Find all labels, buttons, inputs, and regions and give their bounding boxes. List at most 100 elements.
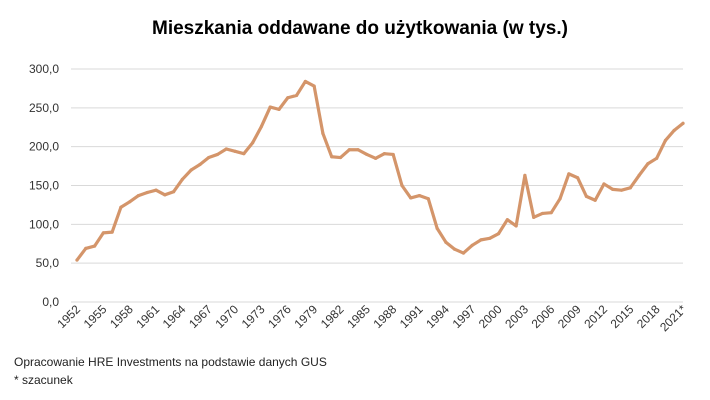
data-point: [593, 198, 597, 202]
data-point: [374, 156, 378, 160]
x-tick-label: 1976: [265, 302, 294, 331]
data-point: [136, 194, 141, 198]
data-point: [294, 93, 299, 98]
y-tick-label: 150,0: [29, 179, 59, 193]
data-point: [84, 246, 88, 251]
data-point: [365, 152, 369, 157]
data-point: [523, 173, 527, 177]
data-point: [163, 193, 167, 197]
data-point: [233, 149, 237, 153]
data-point: [321, 131, 325, 136]
y-tick-label: 300,0: [29, 62, 59, 76]
data-point: [461, 251, 466, 255]
data-point: [303, 79, 307, 84]
data-point: [567, 172, 571, 176]
data-point: [207, 155, 211, 160]
data-point: [663, 138, 668, 143]
y-tick-label: 250,0: [29, 101, 59, 115]
x-tick-label: 1970: [212, 302, 241, 331]
data-point: [338, 155, 343, 160]
data-point: [611, 187, 615, 191]
data-point: [488, 236, 492, 240]
x-tick-label: 2009: [555, 302, 584, 331]
data-point: [180, 177, 184, 181]
data-point: [444, 240, 448, 244]
x-tick-label: 1964: [160, 302, 189, 331]
x-tick-label: 2006: [529, 302, 558, 331]
data-point: [532, 215, 536, 219]
data-point: [417, 194, 422, 198]
data-point: [268, 105, 272, 109]
y-tick-label: 0,0: [42, 295, 59, 309]
data-point: [356, 148, 360, 152]
series-layer: [75, 79, 685, 262]
x-tick-label: 2015: [608, 302, 637, 331]
x-tick-label: 1997: [450, 302, 479, 331]
data-point: [619, 188, 624, 192]
data-point: [330, 155, 334, 159]
data-point: [549, 211, 553, 215]
data-point: [496, 232, 501, 236]
x-tick-label: 2021*: [657, 302, 689, 334]
data-point: [277, 107, 281, 111]
y-tick-label: 200,0: [29, 140, 59, 154]
data-point: [382, 152, 386, 156]
data-point: [286, 96, 290, 100]
estimate-footnote: * szacunek: [14, 373, 73, 387]
data-point: [655, 156, 659, 160]
data-point: [505, 218, 509, 222]
data-point: [224, 147, 228, 151]
data-point: [637, 173, 641, 177]
x-tick-label: 1985: [344, 302, 373, 331]
data-point: [242, 152, 246, 156]
data-point: [672, 128, 676, 132]
data-point: [400, 183, 404, 188]
data-point: [198, 162, 202, 167]
data-point: [101, 231, 105, 235]
data-point: [119, 205, 123, 209]
data-point: [312, 84, 316, 88]
x-tick-label: 2003: [502, 302, 531, 331]
data-point: [602, 182, 606, 186]
data-point: [576, 176, 580, 180]
data-point: [391, 152, 395, 157]
data-point: [172, 190, 176, 194]
data-point: [145, 190, 149, 195]
x-tick-label: 1991: [397, 302, 426, 331]
data-point: [259, 124, 264, 129]
data-point: [453, 247, 457, 251]
data-point: [75, 258, 79, 262]
x-tick-label: 1982: [318, 302, 347, 331]
x-tick-label: 1955: [81, 302, 110, 331]
data-point: [479, 238, 483, 242]
data-point: [628, 186, 632, 190]
data-point: [128, 200, 132, 204]
x-tick-label: 2012: [581, 302, 610, 331]
x-tick-label: 1979: [291, 302, 320, 331]
data-point: [154, 188, 158, 192]
data-point: [681, 121, 685, 125]
data-point: [584, 194, 588, 198]
x-tick-label: 1973: [239, 302, 268, 331]
x-tick-label: 1958: [107, 302, 136, 331]
data-point: [409, 196, 413, 200]
data-point: [646, 162, 650, 166]
data-point: [189, 168, 193, 172]
data-point: [540, 211, 545, 216]
series-line: [75, 79, 685, 262]
x-tick-label: 1994: [423, 302, 452, 331]
data-point: [251, 141, 255, 145]
data-point: [92, 244, 97, 248]
y-tick-label: 100,0: [29, 217, 59, 231]
source-note: Opracowanie HRE Investments na podstawie…: [14, 355, 327, 369]
gridlines: [71, 68, 683, 303]
x-tick-label: 1967: [186, 302, 215, 331]
y-axis-tick-labels: 0,0 50,0 100,0 150,0 200,0 250,0 300,0: [29, 62, 59, 309]
x-axis-tick-labels: 1952195519581961196419671970197319761979…: [54, 302, 689, 334]
chart-title: Mieszkania oddawane do użytkowania (w ty…: [152, 18, 568, 39]
data-point: [347, 148, 351, 152]
data-point: [435, 226, 439, 230]
data-point: [110, 230, 114, 234]
y-tick-label: 50,0: [36, 256, 60, 270]
